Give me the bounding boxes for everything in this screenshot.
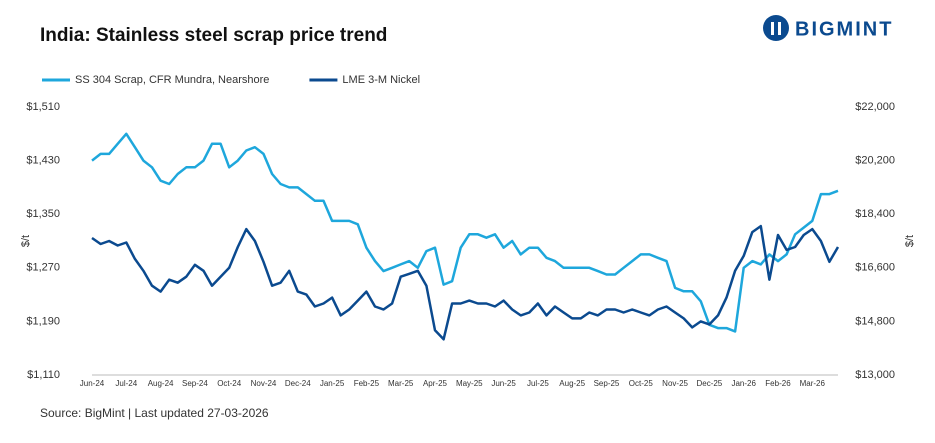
series-line: [91, 132, 839, 333]
brand: BIGMINT: [795, 18, 893, 40]
y2-tick-label: $14,800: [855, 315, 895, 327]
y2-tick-label: $13,000: [855, 369, 895, 381]
chart-title: India: Stainless steel scrap price trend: [40, 25, 387, 46]
logo-icon-part: [778, 22, 781, 35]
legend-label: SS 304 Scrap, CFR Mundra, Nearshore: [75, 74, 269, 86]
x-tick-label: Dec-24: [285, 379, 311, 388]
y2-tick-label: $18,400: [855, 208, 895, 220]
y-tick-label: $1,190: [26, 315, 60, 327]
x-tick-label: Jan-26: [731, 379, 756, 388]
source: Source: BigMint | Last updated 27-03-202…: [40, 406, 269, 420]
y-tick-label: $1,350: [26, 208, 60, 220]
y-axis-title: $/t: [20, 235, 32, 247]
y2-axis-title: $/t: [904, 235, 916, 247]
x-tick-label: Oct-24: [217, 379, 242, 388]
logo: BIGMINT: [763, 15, 893, 41]
logo-icon: [763, 15, 789, 41]
x-tick-label: Jun-24: [80, 379, 105, 388]
legend-label: LME 3-M Nickel: [342, 74, 420, 86]
x-tick-label: Aug-24: [148, 379, 174, 388]
y-tick-label: $1,430: [26, 155, 60, 167]
x-tick-label: Dec-25: [696, 379, 722, 388]
x-tick-label: Feb-26: [765, 379, 791, 388]
x-tick-label: Jul-25: [527, 379, 549, 388]
x-tick-label: Jun-25: [491, 379, 516, 388]
y-tick-label: $1,510: [26, 101, 60, 113]
x-tick-label: Nov-25: [662, 379, 688, 388]
y-tick-label: $1,270: [26, 262, 60, 274]
x-tick-label: Aug-25: [559, 379, 585, 388]
x-tick-label: Apr-25: [423, 379, 448, 388]
x-tick-label: Jul-24: [115, 379, 137, 388]
x-tick-label: Nov-24: [251, 379, 277, 388]
logo-icon-part: [771, 22, 774, 35]
x-tick-label: Oct-25: [629, 379, 654, 388]
x-tick-label: Jan-25: [320, 379, 345, 388]
x-tick-label: May-25: [456, 379, 483, 388]
y-tick-label: $1,110: [27, 369, 60, 381]
x-tick-label: Feb-25: [354, 379, 380, 388]
x-tick-label: Sep-24: [182, 379, 208, 388]
y2-tick-label: $22,000: [855, 101, 895, 113]
x-tick-label: Sep-25: [594, 379, 620, 388]
series-line: [91, 224, 840, 341]
x-tick-label: Mar-26: [800, 379, 826, 388]
y2-tick-label: $20,200: [855, 155, 895, 167]
y2-tick-label: $16,600: [855, 262, 895, 274]
x-tick-label: Mar-25: [388, 379, 414, 388]
